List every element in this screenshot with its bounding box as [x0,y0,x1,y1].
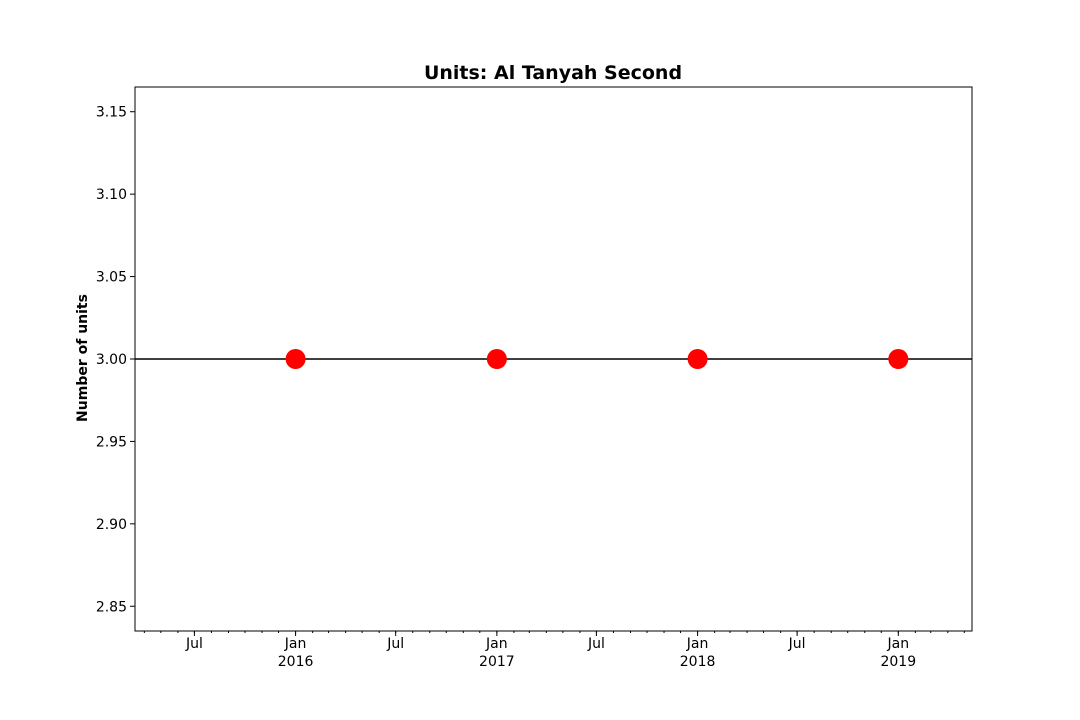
x-tick-label: Jul [788,636,806,652]
x-tick-label: Jan [686,636,709,652]
y-tick-label: 2.90 [96,517,127,533]
x-tick-year-label: 2017 [479,654,515,670]
x-tick-label: Jan [887,636,910,652]
y-tick-label: 3.05 [96,270,127,286]
x-tick-label: Jan [284,636,307,652]
x-tick-year-label: 2016 [278,654,314,670]
y-tick-label: 3.15 [96,105,127,121]
y-tick-label: 3.00 [96,352,127,368]
x-tick-label: Jul [185,636,203,652]
x-tick-label: Jul [587,636,605,652]
data-point [888,349,909,369]
x-tick-label: Jan [485,636,508,652]
y-tick-label: 2.85 [96,599,127,615]
x-tick-year-label: 2018 [680,654,716,670]
data-point [687,349,708,369]
y-axis-ticks: 2.85 2.90 2.95 3.00 3.05 3.10 3.15 [96,105,135,615]
x-tick-label: Jul [386,636,404,652]
x-tick-year-label: 2019 [880,654,916,670]
data-points [285,349,909,369]
y-tick-label: 2.95 [96,434,127,450]
y-axis-label: Number of units [75,294,91,422]
y-tick-label: 3.10 [96,187,127,203]
data-point [486,349,507,369]
data-point [285,349,306,369]
x-axis-ticks: Jul Jan 2016 Jul Jan 2017 Jul Jan 2018 Jul Jan 2019 [143,631,965,670]
chart-title: Units: Al Tanyah Second [424,62,682,84]
